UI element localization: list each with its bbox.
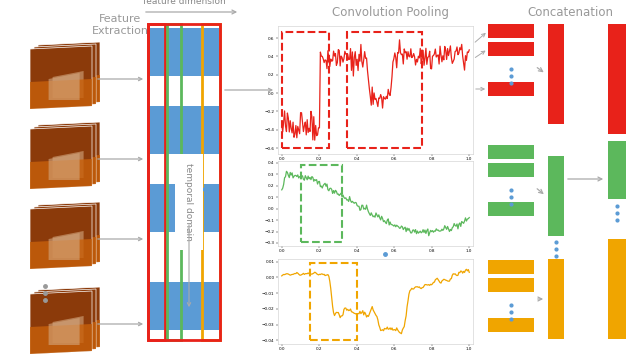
- Polygon shape: [38, 287, 100, 350]
- Polygon shape: [34, 322, 96, 352]
- Bar: [488, 42, 534, 56]
- Polygon shape: [30, 46, 92, 109]
- Polygon shape: [52, 316, 84, 343]
- Bar: [548, 156, 564, 236]
- Bar: [167, 24, 181, 340]
- Polygon shape: [52, 71, 84, 98]
- Bar: [148, 282, 220, 330]
- Bar: [488, 145, 534, 159]
- Polygon shape: [38, 75, 100, 105]
- Polygon shape: [34, 124, 96, 187]
- Bar: [608, 141, 626, 199]
- Polygon shape: [49, 318, 79, 345]
- Bar: [301, 165, 342, 242]
- Polygon shape: [56, 149, 88, 176]
- Bar: [148, 24, 220, 340]
- Text: feature dimension: feature dimension: [143, 0, 225, 6]
- Text: Concatenation: Concatenation: [527, 6, 613, 19]
- Bar: [488, 278, 534, 292]
- Bar: [148, 24, 165, 340]
- Polygon shape: [34, 44, 96, 107]
- Bar: [608, 239, 626, 339]
- Polygon shape: [49, 233, 79, 260]
- Bar: [608, 24, 626, 64]
- Polygon shape: [49, 153, 79, 180]
- Polygon shape: [38, 122, 100, 185]
- Polygon shape: [38, 42, 100, 105]
- Bar: [488, 260, 534, 274]
- Bar: [148, 28, 220, 76]
- Polygon shape: [34, 237, 96, 267]
- Bar: [148, 24, 220, 340]
- Polygon shape: [30, 79, 92, 109]
- Polygon shape: [34, 77, 96, 107]
- Bar: [488, 24, 534, 38]
- Bar: [202, 24, 220, 340]
- Polygon shape: [38, 320, 100, 350]
- Bar: [488, 82, 534, 96]
- Polygon shape: [30, 206, 92, 269]
- Text: temporal domain: temporal domain: [184, 163, 193, 241]
- Bar: [548, 259, 564, 339]
- Text: Feature
Extraction: Feature Extraction: [92, 14, 148, 36]
- Bar: [310, 263, 356, 340]
- Polygon shape: [52, 231, 84, 258]
- Polygon shape: [34, 157, 96, 187]
- Polygon shape: [34, 289, 96, 352]
- Polygon shape: [56, 69, 88, 96]
- Bar: [488, 202, 534, 216]
- Bar: [488, 318, 534, 332]
- Bar: [348, 32, 422, 148]
- Polygon shape: [34, 204, 96, 267]
- Polygon shape: [38, 202, 100, 265]
- Bar: [282, 32, 328, 148]
- Bar: [148, 184, 220, 232]
- Polygon shape: [30, 126, 92, 189]
- Polygon shape: [56, 229, 88, 256]
- Text: Convolution Pooling: Convolution Pooling: [332, 6, 449, 19]
- Polygon shape: [49, 73, 79, 100]
- Polygon shape: [38, 155, 100, 185]
- Polygon shape: [30, 239, 92, 269]
- Polygon shape: [56, 314, 88, 341]
- Bar: [608, 24, 626, 134]
- Polygon shape: [30, 291, 92, 354]
- Bar: [548, 24, 564, 124]
- Polygon shape: [30, 324, 92, 354]
- Polygon shape: [38, 235, 100, 265]
- Bar: [148, 106, 220, 154]
- Bar: [488, 163, 534, 177]
- Polygon shape: [52, 151, 84, 178]
- Polygon shape: [30, 159, 92, 189]
